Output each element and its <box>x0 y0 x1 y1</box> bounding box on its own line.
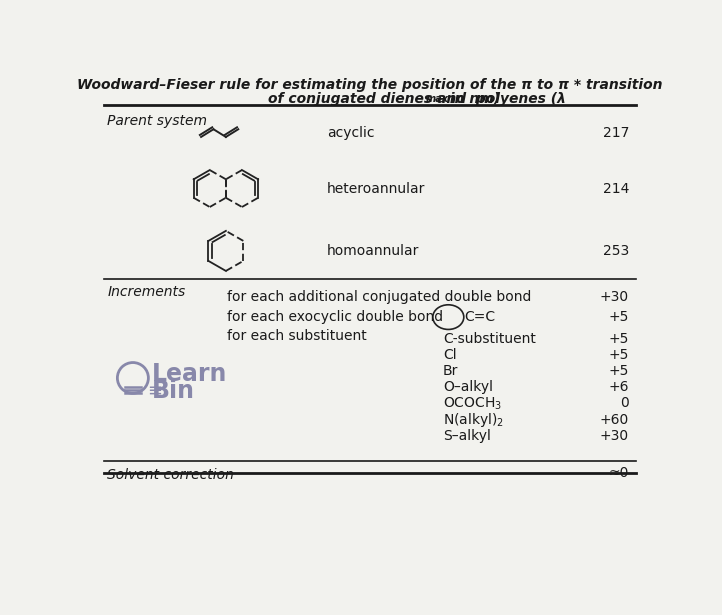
Text: C=C: C=C <box>464 310 496 324</box>
Text: Increments: Increments <box>108 285 186 299</box>
Text: O–alkyl: O–alkyl <box>443 380 493 394</box>
Text: 253: 253 <box>603 244 629 258</box>
Text: for each additional conjugated double bond: for each additional conjugated double bo… <box>227 290 532 304</box>
Text: of conjugated dienes and  polyenes (λ: of conjugated dienes and polyenes (λ <box>269 92 566 106</box>
Text: Br: Br <box>443 364 458 378</box>
Text: homoannular: homoannular <box>326 244 419 258</box>
Text: ≈0: ≈0 <box>609 466 629 480</box>
Text: +5: +5 <box>609 310 629 324</box>
Text: S–alkyl: S–alkyl <box>443 429 491 443</box>
Text: 217: 217 <box>602 126 629 140</box>
Text: Learn: Learn <box>152 362 227 386</box>
Text: +5: +5 <box>609 348 629 362</box>
Text: OCOCH$_3$: OCOCH$_3$ <box>443 395 502 411</box>
Text: 214: 214 <box>602 181 629 196</box>
Text: acyclic: acyclic <box>326 126 374 140</box>
Text: +6: +6 <box>609 380 629 394</box>
Text: +30: +30 <box>600 429 629 443</box>
Text: Parent system: Parent system <box>108 114 207 128</box>
Text: 0: 0 <box>620 396 629 410</box>
Text: max: max <box>426 94 449 104</box>
Text: +5: +5 <box>609 331 629 346</box>
Text: C-substituent: C-substituent <box>443 331 536 346</box>
Text: Woodward–Fieser rule for estimating the position of the π to π * transition: Woodward–Fieser rule for estimating the … <box>77 77 663 92</box>
Text: +5: +5 <box>609 364 629 378</box>
Text: ≡: ≡ <box>147 382 162 400</box>
Text: +30: +30 <box>600 290 629 304</box>
Text: in nm): in nm) <box>445 92 500 106</box>
Text: for each substituent: for each substituent <box>227 328 367 343</box>
Text: heteroannular: heteroannular <box>326 181 425 196</box>
Text: Solvent correction: Solvent correction <box>108 468 234 482</box>
Text: N(alkyl)$_2$: N(alkyl)$_2$ <box>443 411 504 429</box>
Text: Cl: Cl <box>443 348 456 362</box>
Text: Bin: Bin <box>152 379 195 403</box>
Text: for each exocyclic double bond: for each exocyclic double bond <box>227 310 443 324</box>
Text: +60: +60 <box>600 413 629 427</box>
